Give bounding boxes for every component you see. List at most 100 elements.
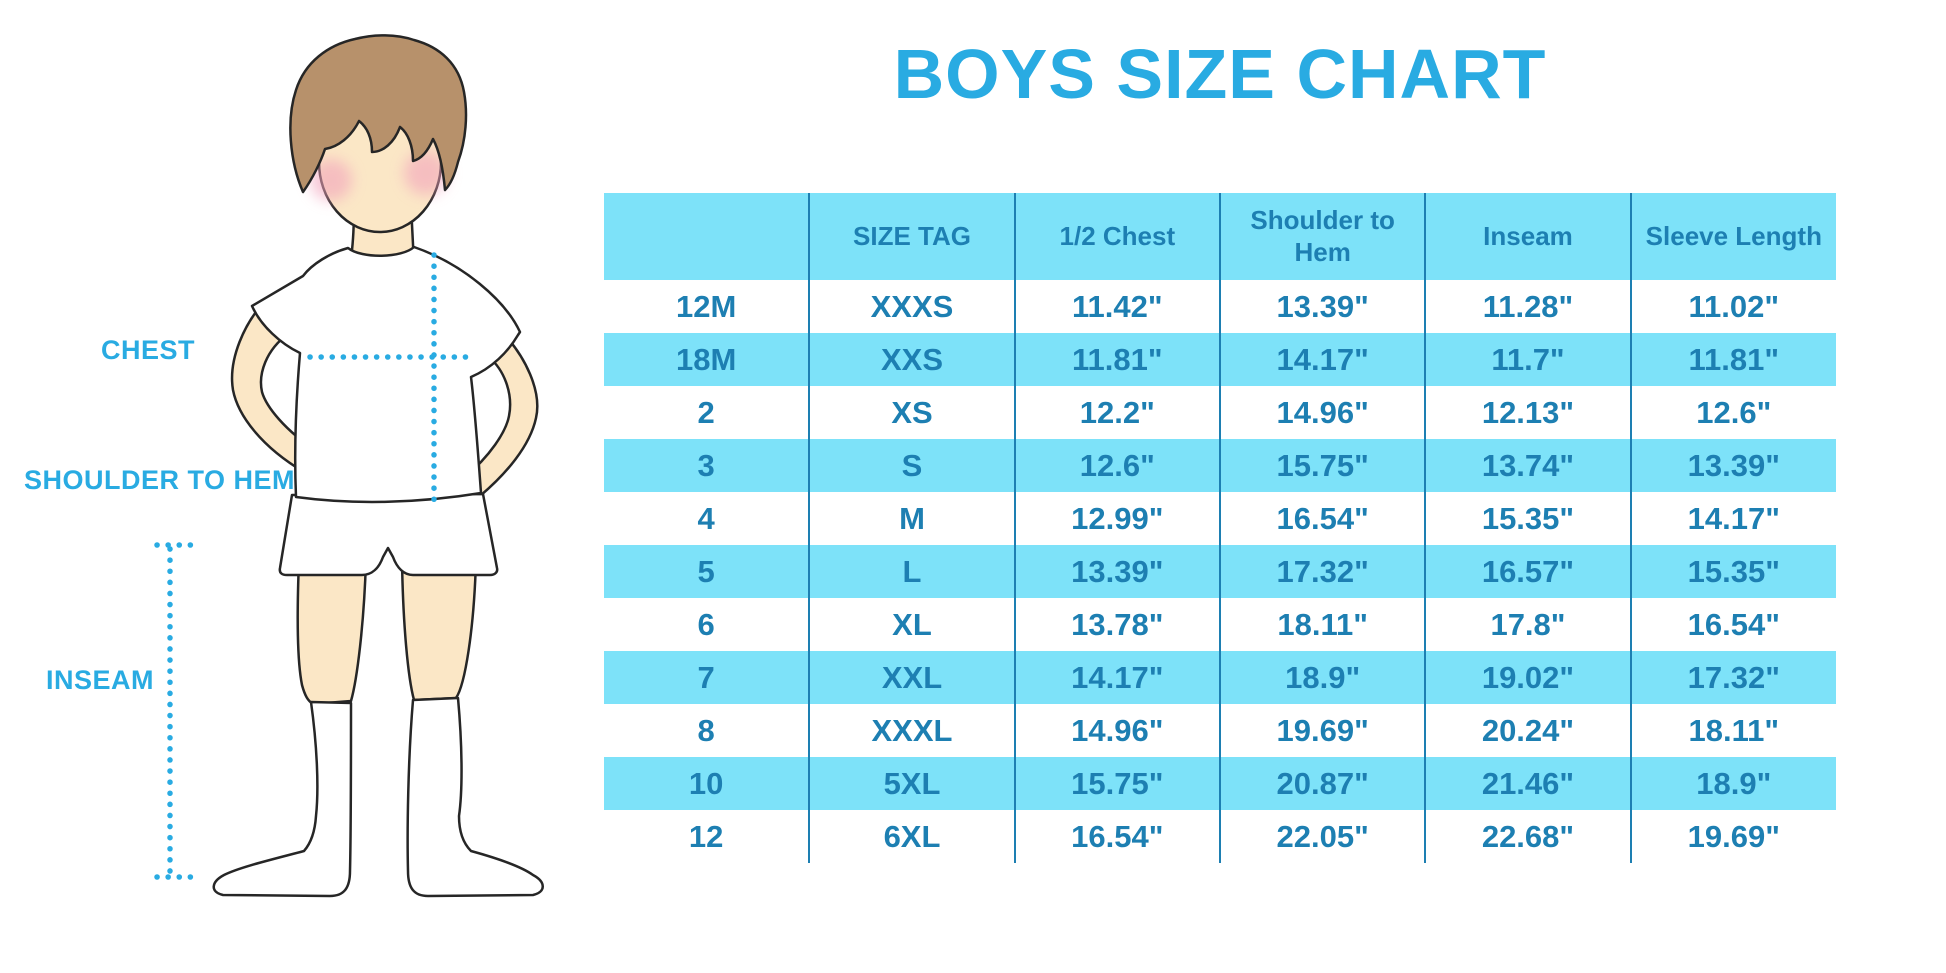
table-row: 2 XS 12.2" 14.96" 12.13" 12.6" [604,386,1836,439]
right-cheek [404,151,448,195]
cell-shoulder-to-hem: 16.54" [1218,492,1426,545]
cell-sleeve-length: 16.54" [1629,598,1836,651]
left-sock-shape [212,700,353,898]
cell-shoulder-to-hem: 14.17" [1218,333,1426,386]
right-leg-shape [400,558,478,702]
cell-sleeve-length: 13.39" [1629,439,1836,492]
page-title: BOYS SIZE CHART [893,35,1547,113]
cell-size-tag: XXS [808,333,1015,386]
cell-size-tag: XS [808,386,1015,439]
header-cell-blank [604,193,810,280]
cell-size-tag: S [808,439,1015,492]
cell-size: 6 [697,606,715,642]
cell-size-tag: L [808,545,1015,598]
header-cell-shoulder-to-hem: Shoulder to Hem [1218,193,1426,280]
cell-size-tag: XXL [808,651,1015,704]
cell-half-chest: 16.54" [1013,810,1220,863]
cell-shoulder-to-hem: 22.05" [1218,810,1426,863]
cell-inseam: 12.13" [1424,386,1631,439]
cell-size: 10 [604,757,810,810]
cell-size: 12M [676,288,737,324]
t-shirt-shape [250,245,522,504]
size-table: SIZE TAG 1/2 Chest Shoulder to Hem Insea… [604,193,1836,863]
cell-size-tag: 6XL [808,810,1015,863]
hair-shape [289,34,468,194]
table-row: 12 6XL 16.54" 22.05" 22.68" 19.69" [604,810,1836,863]
cell-size: 4 [697,500,715,536]
table-row: 10 5XL 15.75" 20.87" 21.46" 18.9" [604,757,1836,810]
cell-sleeve-length: 18.11" [1629,704,1836,757]
cell-inseam: 11.28" [1424,280,1631,333]
cell-half-chest: 12.6" [1013,439,1220,492]
cell-size: 2 [697,394,715,430]
cell-inseam: 19.02" [1424,651,1631,704]
cell-size-tag: M [808,492,1015,545]
cell-half-chest: 12.99" [1013,492,1220,545]
right-sock-shape [406,696,544,898]
shorts-shape [278,492,499,577]
cell-half-chest: 11.81" [1013,333,1220,386]
cell-shoulder-to-hem: 18.11" [1218,598,1426,651]
cell-inseam: 16.57" [1424,545,1631,598]
table-row: 18M XXS 11.81" 14.17" 11.7" 11.81" [604,333,1836,386]
shoulder-to-hem-label: SHOULDER TO HEM [24,465,296,495]
header-cell-inseam: Inseam [1424,193,1631,280]
cell-sleeve-length: 17.32" [1629,651,1836,704]
left-cheek [310,159,352,201]
cell-inseam: 13.74" [1424,439,1631,492]
cell-inseam: 15.35" [1424,492,1631,545]
cell-half-chest: 15.75" [1013,757,1220,810]
cell-shoulder-to-hem: 18.9" [1218,651,1426,704]
table-row: 5 L 13.39" 17.32" 16.57" 15.35" [604,545,1836,598]
cell-size: 3 [604,439,810,492]
cell-inseam: 22.68" [1424,810,1631,863]
left-leg-shape [296,558,368,706]
cell-size: 7 [604,651,810,704]
cell-half-chest: 13.39" [1013,545,1220,598]
cell-inseam: 20.24" [1424,704,1631,757]
cell-size-tag: 5XL [808,757,1015,810]
header-cell-sleeve-length: Sleeve Length [1629,193,1836,280]
cell-half-chest: 12.2" [1013,386,1220,439]
cell-shoulder-to-hem: 13.39" [1218,280,1426,333]
cell-size: 18M [604,333,810,386]
cell-half-chest: 13.78" [1013,598,1220,651]
cell-size-tag: XXXL [808,704,1015,757]
cell-shoulder-to-hem: 15.75" [1218,439,1426,492]
cell-sleeve-length: 14.17" [1629,492,1836,545]
cell-size: 8 [697,712,715,748]
cell-half-chest: 14.96" [1013,704,1220,757]
cell-sleeve-length: 12.6" [1629,386,1836,439]
table-row: 3 S 12.6" 15.75" 13.74" 13.39" [604,439,1836,492]
cell-half-chest: 11.42" [1013,280,1220,333]
cell-inseam: 21.46" [1424,757,1631,810]
cell-sleeve-length: 19.69" [1629,810,1836,863]
chest-label: CHEST [100,335,195,365]
header-cell-size-tag: SIZE TAG [808,193,1015,280]
cell-sleeve-length: 11.81" [1629,333,1836,386]
table-row: 8 XXXL 14.96" 19.69" 20.24" 18.11" [604,704,1836,757]
table-row: 4 M 12.99" 16.54" 15.35" 14.17" [604,492,1836,545]
cell-shoulder-to-hem: 17.32" [1218,545,1426,598]
cell-size-tag: XL [808,598,1015,651]
cell-sleeve-length: 15.35" [1629,545,1836,598]
header-cell-half-chest: 1/2 Chest [1013,193,1220,280]
cell-half-chest: 14.17" [1013,651,1220,704]
cell-size: 5 [604,545,810,598]
cell-shoulder-to-hem: 19.69" [1218,704,1426,757]
cell-shoulder-to-hem: 20.87" [1218,757,1426,810]
inseam-label: INSEAM [45,665,154,695]
table-row: 6 XL 13.78" 18.11" 17.8" 16.54" [604,598,1836,651]
cell-size: 12 [688,818,724,854]
table-row: 12M XXXS 11.42" 13.39" 11.28" 11.02" [604,280,1836,333]
cell-sleeve-length: 18.9" [1629,757,1836,810]
cell-inseam: 17.8" [1424,598,1631,651]
boy-measurement-illustration [154,34,544,898]
cell-shoulder-to-hem: 14.96" [1218,386,1426,439]
cell-sleeve-length: 11.02" [1629,280,1836,333]
header-row: SIZE TAG 1/2 Chest Shoulder to Hem Insea… [604,193,1836,280]
table-row: 7 XXL 14.17" 18.9" 19.02" 17.32" [604,651,1836,704]
cell-size-tag: XXXS [808,280,1015,333]
cell-inseam: 11.7" [1424,333,1631,386]
